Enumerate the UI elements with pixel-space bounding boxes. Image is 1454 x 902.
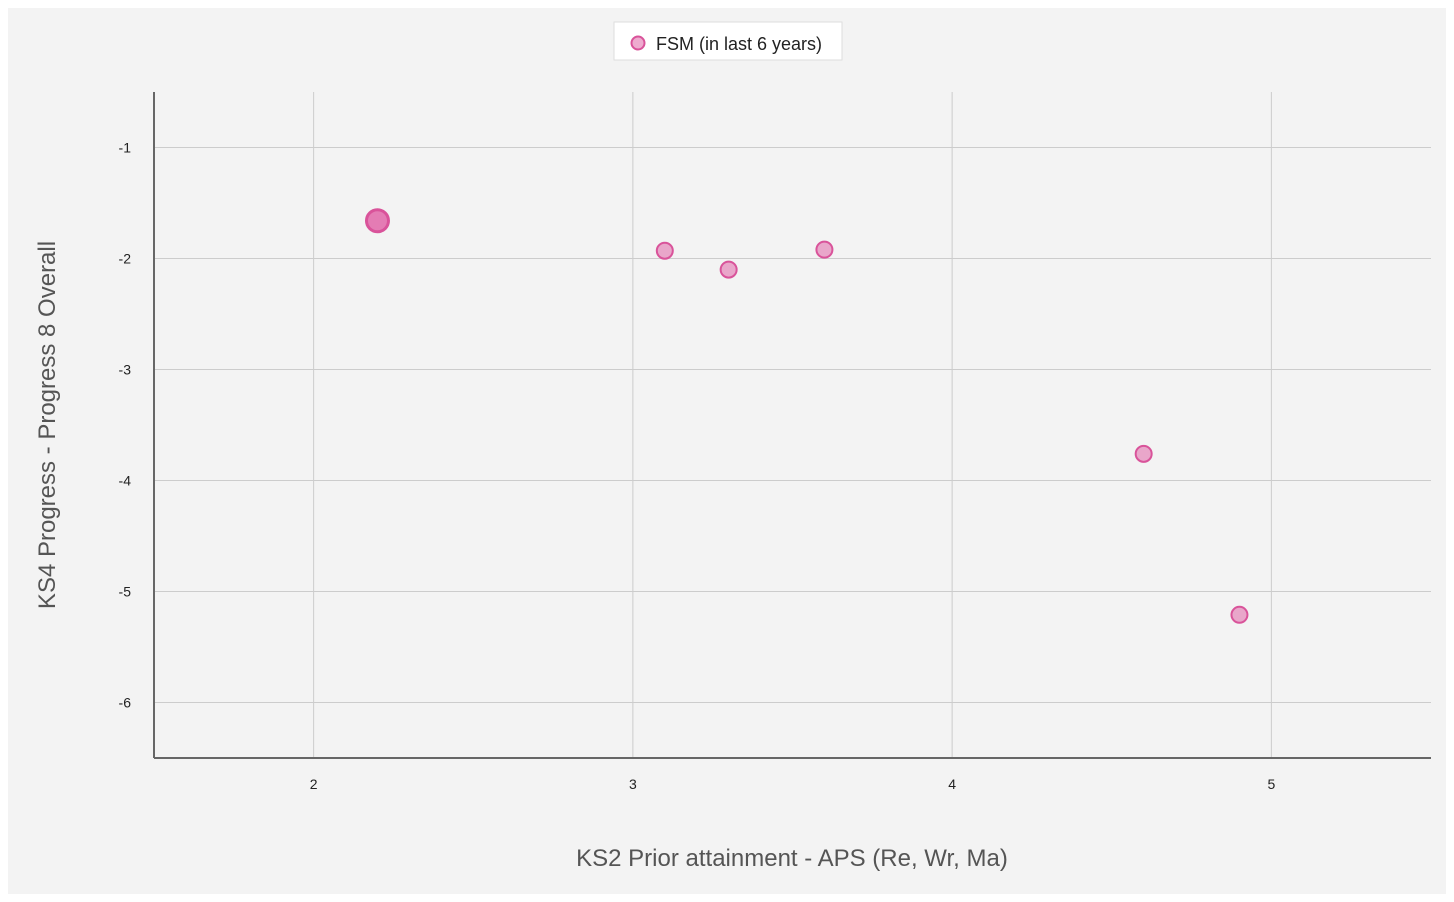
y-tick-labels: -1 -2 -3 -4 -5 -6 [119, 140, 132, 711]
data-point[interactable] [1230, 605, 1249, 624]
x-axis-title: KS2 Prior attainment - APS (Re, Wr, Ma) [576, 845, 1008, 872]
data-point[interactable] [364, 208, 390, 234]
data-point[interactable] [719, 260, 738, 279]
y-tick-label: -2 [119, 251, 132, 267]
y-tick-label: -6 [119, 695, 132, 711]
x-tick-label: 4 [948, 776, 956, 792]
legend-label: FSM (in last 6 years) [656, 34, 822, 54]
y-tick-label: -5 [119, 584, 132, 600]
x-tick-labels: 2 3 4 5 [310, 776, 1276, 792]
x-tick-label: 2 [310, 776, 318, 792]
y-tick-label: -3 [119, 362, 132, 378]
data-points [364, 208, 1249, 624]
legend-box [613, 21, 843, 61]
legend-marker [630, 35, 646, 51]
data-point[interactable] [1134, 444, 1153, 463]
data-point[interactable] [815, 240, 834, 259]
x-tick-label: 5 [1267, 776, 1275, 792]
y-tick-label: -4 [119, 473, 132, 489]
legend[interactable]: FSM (in last 6 years) [613, 21, 843, 61]
y-tick-label: -1 [119, 140, 132, 156]
axes [153, 92, 1431, 759]
chart-background [8, 8, 1446, 894]
y-axis-title: KS4 Progress - Progress 8 Overall [34, 241, 61, 609]
grid-lines [154, 92, 1431, 758]
data-point[interactable] [655, 241, 674, 260]
x-tick-label: 3 [629, 776, 637, 792]
